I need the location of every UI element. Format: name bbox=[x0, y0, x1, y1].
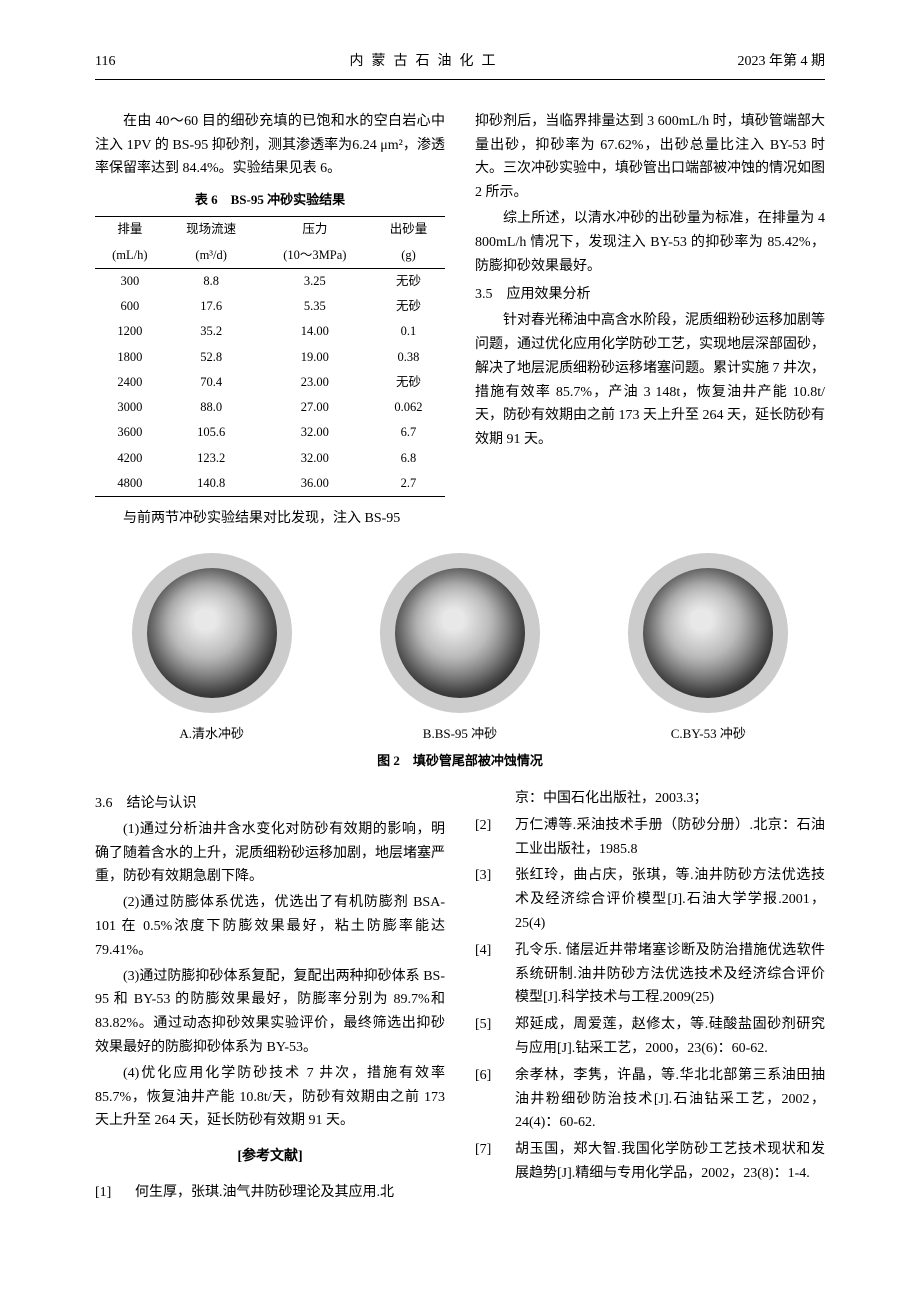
figure-label: B.BS-95 冲砂 bbox=[343, 723, 576, 745]
table-row: 3008.83.25无砂 bbox=[95, 268, 445, 294]
paragraph: 综上所述，以清水冲砂的出砂量为标准，在排量为 4 800mL/h 情况下，发现注… bbox=[475, 207, 825, 278]
table-row: 3600105.632.006.7 bbox=[95, 420, 445, 445]
ref-body: 郑延成，周爱莲，赵修太，等.硅酸盐固砂剂研究与应用[J].钻采工艺，2000，2… bbox=[515, 1013, 825, 1061]
reference-6: [6] 余孝林，李隽，许晶，等.华北北部第三系油田抽油井粉细砂防治技术[J].石… bbox=[475, 1064, 825, 1135]
intro-paragraph: 在由 40～60 目的细砂充填的已饱和水的空白岩心中注入 1PV 的 BS-95… bbox=[95, 110, 445, 181]
ref-num: [4] bbox=[475, 939, 515, 1010]
table-row: 4800140.836.002.7 bbox=[95, 471, 445, 497]
ref-num: [5] bbox=[475, 1013, 515, 1061]
page-number: 116 bbox=[95, 50, 115, 74]
table-row: 300088.027.000.062 bbox=[95, 395, 445, 420]
table-row: (mL/h) (m³/d) (10～3MPa) (g) bbox=[95, 243, 445, 269]
page-header: 116 内蒙古石油化工 2023 年第 4 期 bbox=[95, 50, 825, 80]
th: 排量 bbox=[95, 217, 165, 243]
figure-2-images: A.清水冲砂 B.BS-95 冲砂 C.BY-53 冲砂 bbox=[95, 553, 825, 745]
section-3-6: 3.6 结论与认识 bbox=[95, 792, 445, 816]
th: (10～3MPa) bbox=[258, 243, 372, 269]
bottom-columns: 3.6 结论与认识 (1)通过分析油井含水变化对防砂有效期的影响，明确了随着含水… bbox=[95, 787, 825, 1208]
th: (m³/d) bbox=[165, 243, 258, 269]
ref-body: 胡玉国，郑大智.我国化学防砂工艺技术现状和发展趋势[J].精细与专用化学品，20… bbox=[515, 1138, 825, 1186]
paragraph: 针对春光稀油中高含水阶段，泥质细粉砂运移加剧等问题，通过优化应用化学防砂工艺，实… bbox=[475, 309, 825, 452]
reference-7: [7] 胡玉国，郑大智.我国化学防砂工艺技术现状和发展趋势[J].精细与专用化学… bbox=[475, 1138, 825, 1186]
figure-item-a: A.清水冲砂 bbox=[95, 553, 328, 745]
table6-caption: 表 6 BS-95 冲砂实验结果 bbox=[95, 189, 445, 211]
table-row: 180052.819.000.38 bbox=[95, 345, 445, 370]
ref-num: [1] bbox=[95, 1181, 135, 1205]
paragraph: 抑砂剂后，当临界排量达到 3 600mL/h 时，填砂管端部大量出砂，抑砂率为 … bbox=[475, 110, 825, 205]
section-3-5: 3.5 应用效果分析 bbox=[475, 283, 825, 307]
conclusion-1: (1)通过分析油井含水变化对防砂有效期的影响，明确了随着含水的上升，泥质细粉砂运… bbox=[95, 818, 445, 889]
ref-body: 张红玲，曲占庆，张琪，等.油井防砂方法优选技术及经济综合评价模型[J].石油大学… bbox=[515, 864, 825, 935]
bottom-left-column: 3.6 结论与认识 (1)通过分析油井含水变化对防砂有效期的影响，明确了随着含水… bbox=[95, 787, 445, 1208]
th: 压力 bbox=[258, 217, 372, 243]
th: (mL/h) bbox=[95, 243, 165, 269]
table-row: 4200123.232.006.8 bbox=[95, 446, 445, 471]
top-columns: 在由 40～60 目的细砂充填的已饱和水的空白岩心中注入 1PV 的 BS-95… bbox=[95, 110, 825, 533]
journal-name: 内蒙古石油化工 bbox=[349, 50, 503, 74]
ref-num: [3] bbox=[475, 864, 515, 935]
table-row: 120035.214.000.1 bbox=[95, 319, 445, 344]
tube-image-b bbox=[380, 553, 540, 713]
ref-body: 京：中国石化出版社，2003.3； bbox=[515, 787, 825, 811]
table-row: 排量 现场流速 压力 出砂量 bbox=[95, 217, 445, 243]
right-column: 抑砂剂后，当临界排量达到 3 600mL/h 时，填砂管端部大量出砂，抑砂率为 … bbox=[475, 110, 825, 533]
conclusion-2: (2)通过防膨体系优选，优选出了有机防膨剂 BSA-101 在 0.5%浓度下防… bbox=[95, 891, 445, 962]
table-row: 60017.65.35无砂 bbox=[95, 294, 445, 319]
reference-4: [4] 孔令乐. 储层近井带堵塞诊断及防治措施优选软件系统研制.油井防砂方法优选… bbox=[475, 939, 825, 1010]
figure-label: A.清水冲砂 bbox=[95, 723, 328, 745]
tube-image-c bbox=[628, 553, 788, 713]
reference-1-cont: 京：中国石化出版社，2003.3； bbox=[475, 787, 825, 811]
ref-num: [6] bbox=[475, 1064, 515, 1135]
th: 现场流速 bbox=[165, 217, 258, 243]
figure-2-caption: 图 2 填砂管尾部被冲蚀情况 bbox=[95, 750, 825, 772]
references-heading: [参考文献] bbox=[95, 1145, 445, 1169]
ref-body: 孔令乐. 储层近井带堵塞诊断及防治措施优选软件系统研制.油井防砂方法优选技术及经… bbox=[515, 939, 825, 1010]
th: (g) bbox=[372, 243, 445, 269]
reference-5: [5] 郑延成，周爱莲，赵修太，等.硅酸盐固砂剂研究与应用[J].钻采工艺，20… bbox=[475, 1013, 825, 1061]
tube-image-a bbox=[132, 553, 292, 713]
conclusion-3: (3)通过防膨抑砂体系复配，复配出两种抑砂体系 BS-95 和 BY-53 的防… bbox=[95, 965, 445, 1060]
ref-body: 何生厚，张琪.油气井防砂理论及其应用.北 bbox=[135, 1181, 445, 1205]
left-column: 在由 40～60 目的细砂充填的已饱和水的空白岩心中注入 1PV 的 BS-95… bbox=[95, 110, 445, 533]
ref-body: 万仁溥等.采油技术手册（防砂分册）.北京：石油工业出版社，1985.8 bbox=[515, 814, 825, 862]
figure-item-c: C.BY-53 冲砂 bbox=[592, 553, 825, 745]
table6: 排量 现场流速 压力 出砂量 (mL/h) (m³/d) (10～3MPa) (… bbox=[95, 216, 445, 497]
figure-label: C.BY-53 冲砂 bbox=[592, 723, 825, 745]
bottom-right-column: 京：中国石化出版社，2003.3； [2] 万仁溥等.采油技术手册（防砂分册）.… bbox=[475, 787, 825, 1208]
issue-info: 2023 年第 4 期 bbox=[737, 50, 825, 74]
ref-body: 余孝林，李隽，许晶，等.华北北部第三系油田抽油井粉细砂防治技术[J].石油钻采工… bbox=[515, 1064, 825, 1135]
ref-num: [7] bbox=[475, 1138, 515, 1186]
figure-item-b: B.BS-95 冲砂 bbox=[343, 553, 576, 745]
ref-num: [2] bbox=[475, 814, 515, 862]
reference-3: [3] 张红玲，曲占庆，张琪，等.油井防砂方法优选技术及经济综合评价模型[J].… bbox=[475, 864, 825, 935]
outro-paragraph: 与前两节冲砂实验结果对比发现，注入 BS-95 bbox=[95, 507, 445, 531]
reference-2: [2] 万仁溥等.采油技术手册（防砂分册）.北京：石油工业出版社，1985.8 bbox=[475, 814, 825, 862]
table-row: 240070.423.00无砂 bbox=[95, 370, 445, 395]
reference-1: [1] 何生厚，张琪.油气井防砂理论及其应用.北 bbox=[95, 1181, 445, 1205]
th: 出砂量 bbox=[372, 217, 445, 243]
conclusion-4: (4)优化应用化学防砂技术 7 井次，措施有效率 85.7%，恢复油井产能 10… bbox=[95, 1062, 445, 1133]
